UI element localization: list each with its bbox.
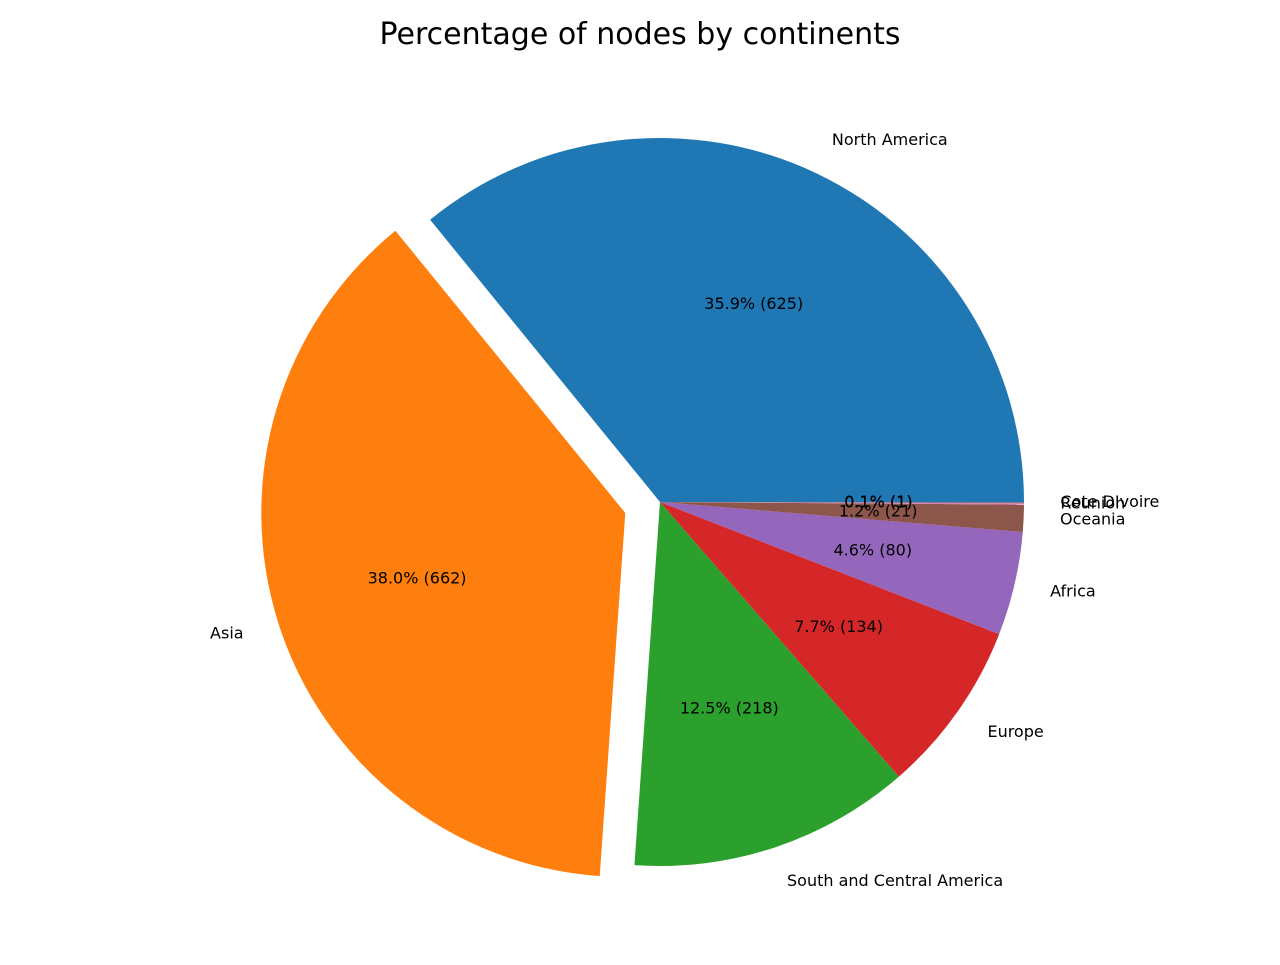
pct-label-south-and-central-america: 12.5% (218) bbox=[680, 699, 779, 718]
pct-label-europe: 7.7% (134) bbox=[794, 617, 883, 636]
chart-title: Percentage of nodes by continents bbox=[380, 17, 901, 52]
slice-label-asia: Asia bbox=[210, 623, 244, 642]
pct-label-oceania: 1.2% (21) bbox=[839, 501, 918, 520]
pct-label-asia: 38.0% (662) bbox=[368, 568, 467, 587]
slices-layer bbox=[261, 138, 1025, 877]
pie-slice-oceania bbox=[660, 502, 1024, 533]
slice-label-south-and-central-america: South and Central America bbox=[787, 871, 1003, 890]
pct-label-cote-divoire: 0.1% (1) bbox=[844, 492, 912, 511]
pie-slice-south-and-central-america bbox=[634, 502, 899, 866]
pie-slice-africa bbox=[660, 502, 1023, 635]
pie-slice-europe bbox=[660, 502, 1000, 777]
pct-label-africa: 4.6% (80) bbox=[833, 541, 912, 560]
slice-label-north-america: North America bbox=[832, 130, 948, 149]
slice-label-reunion: Reunion bbox=[1060, 494, 1125, 513]
slice-label-europe: Europe bbox=[987, 722, 1043, 741]
pct-label-north-america: 35.9% (625) bbox=[704, 294, 803, 313]
slice-label-oceania: Oceania bbox=[1060, 510, 1125, 529]
pct-label-reunion: 0.1% (1) bbox=[844, 493, 912, 512]
pie-slice-cote-divoire bbox=[660, 502, 1024, 504]
slice-label-africa: Africa bbox=[1050, 582, 1096, 601]
pie-slice-reunion bbox=[660, 502, 1024, 505]
pie-slice-north-america bbox=[430, 138, 1025, 503]
pie-slice-asia bbox=[261, 230, 626, 877]
labels-layer: North America 35.9% (625) Asia 38.0% (662) S… bbox=[210, 130, 1159, 890]
slice-label-cote-divoire: Cote DIvoire bbox=[1060, 492, 1159, 511]
